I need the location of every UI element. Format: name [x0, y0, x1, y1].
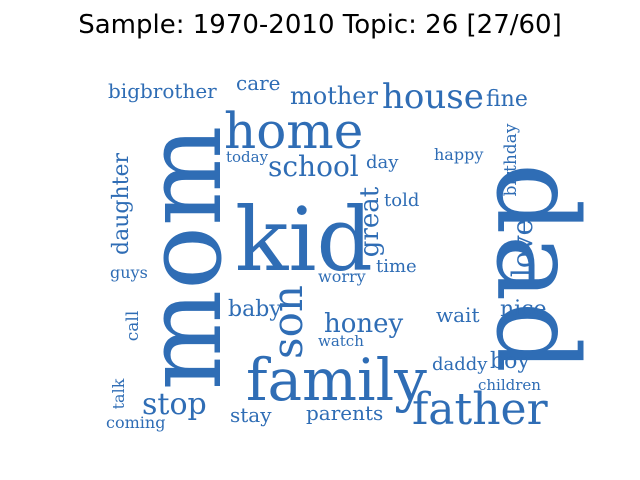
word-coming: coming — [106, 413, 165, 432]
word-watch: watch — [318, 332, 364, 350]
word-day: day — [366, 152, 399, 173]
word-mom: mom — [122, 126, 245, 391]
word-family: family — [246, 346, 427, 414]
word-bigbrother: bigbrother — [108, 79, 217, 103]
word-wait: wait — [436, 303, 479, 327]
word-time: time — [376, 256, 417, 277]
word-boy: boy — [490, 349, 530, 374]
word-daughter: daughter — [109, 153, 134, 255]
word-daddy: daddy — [432, 354, 488, 375]
word-talk: talk — [109, 378, 128, 409]
word-fine: fine — [486, 87, 528, 112]
word-mother: mother — [290, 82, 379, 110]
word-house: house — [382, 77, 484, 117]
word-son: son — [263, 285, 312, 359]
word-parents: parents — [306, 401, 383, 425]
word-care: care — [236, 71, 281, 95]
word-kid: kid — [235, 188, 373, 291]
word-love: love — [506, 219, 539, 277]
word-honey: honey — [324, 309, 404, 339]
word-father: father — [412, 384, 549, 435]
word-dad: dad — [471, 163, 601, 373]
word-baby: baby — [228, 297, 282, 322]
word-birthday: birthday — [501, 123, 521, 196]
word-told: told — [384, 190, 419, 211]
word-call: call — [123, 311, 143, 342]
word-home: home — [224, 102, 363, 160]
word-school: school — [268, 150, 359, 183]
word-children: children — [478, 376, 541, 394]
word-happy: happy — [434, 145, 483, 164]
word-nice: nice — [500, 297, 547, 322]
word-great: great — [355, 186, 385, 257]
word-stop: stop — [142, 387, 207, 422]
word-stay: stay — [230, 403, 272, 427]
word-today: today — [226, 148, 269, 166]
word-worry: worry — [318, 267, 366, 286]
word-guys: guys — [110, 263, 148, 282]
page-title: Sample: 1970-2010 Topic: 26 [27/60] — [78, 10, 562, 40]
